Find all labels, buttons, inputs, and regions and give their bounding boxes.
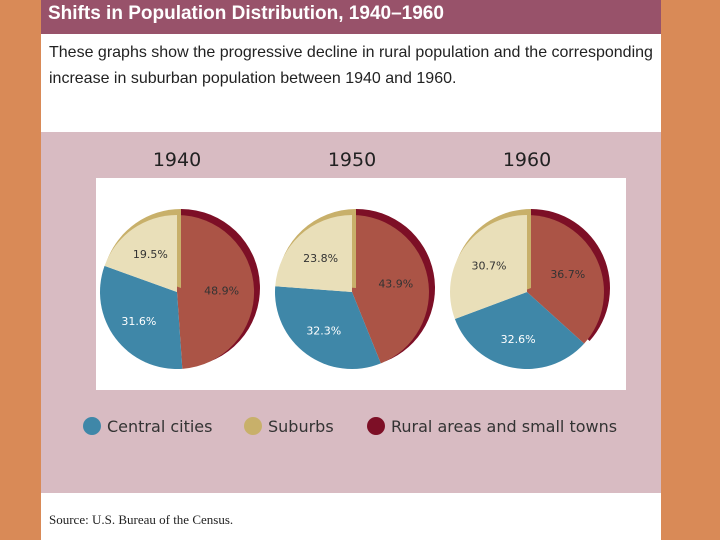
slice-rural <box>177 214 255 369</box>
pie-1950: 1950 43.9% 32.3% 23.8% <box>275 149 436 369</box>
pie-group: 194048.9%31.6%19.5%195043.9%32.3%23.8%19… <box>99 149 610 370</box>
data-label-suburbs: 23.8% <box>303 252 338 265</box>
pie-1940: 1940 48.9% 31.6% 19.5% <box>99 149 260 370</box>
data-label-central-cities: 32.3% <box>306 325 341 338</box>
legend-swatch <box>367 417 385 435</box>
source-note: Source: U.S. Bureau of the Census. <box>49 512 234 527</box>
slice-rural <box>352 215 429 364</box>
data-label-rural: 43.9% <box>378 278 413 291</box>
page-title: Shifts in Population Distribution, 1940–… <box>48 3 444 24</box>
slice-suburbs <box>104 215 177 292</box>
slice-rural <box>527 215 604 344</box>
legend-label: Rural areas and small towns <box>391 417 617 436</box>
data-label-central-cities: 32.6% <box>501 333 536 346</box>
legend-swatch <box>83 417 101 435</box>
data-label-suburbs: 30.7% <box>472 260 507 273</box>
legend-label: Suburbs <box>268 417 334 436</box>
slice-suburbs <box>275 215 352 292</box>
slice-suburbs <box>450 215 527 319</box>
pie-title: 1940 <box>153 149 201 171</box>
slice-central-cities <box>454 292 585 369</box>
pie-title: 1960 <box>503 149 551 171</box>
title-bar: Shifts in Population Distribution, 1940–… <box>41 0 661 34</box>
pie-1960: 1960 36.7% 32.6% 30.7% <box>450 149 610 369</box>
pie-title: 1950 <box>328 149 376 171</box>
figure-caption: These graphs show the progressive declin… <box>49 44 653 87</box>
slice-central-cities <box>99 265 183 370</box>
data-label-rural: 48.9% <box>204 285 239 298</box>
data-label-rural: 36.7% <box>550 268 585 281</box>
legend: Central cities Suburbs Rural areas and sma… <box>83 417 617 436</box>
slice-central-cities <box>275 286 381 369</box>
legend-swatch <box>244 417 262 435</box>
data-label-suburbs: 19.5% <box>133 248 168 261</box>
data-label-central-cities: 31.6% <box>121 315 156 328</box>
legend-label: Central cities <box>107 417 212 436</box>
